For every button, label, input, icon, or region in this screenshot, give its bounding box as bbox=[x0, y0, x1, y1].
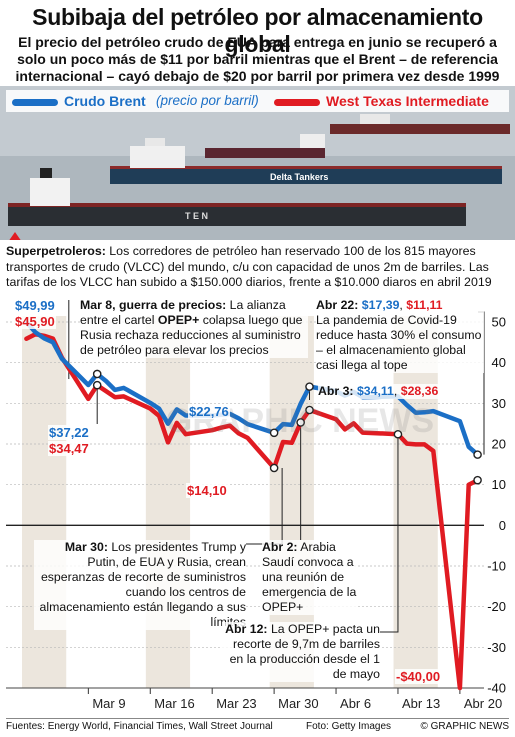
legend-brent-label: Crudo Brent bbox=[64, 93, 146, 109]
annotation-mar8-text: La alianza entre el cartel bbox=[80, 298, 286, 327]
label-wti-start: $45,90 bbox=[14, 314, 56, 329]
x-tick-label: Mar 9 bbox=[92, 696, 125, 711]
annotation-apr22-wti: $11,11 bbox=[406, 298, 443, 312]
point-brent-apr22 bbox=[473, 450, 482, 459]
point-wti-mar10 bbox=[92, 380, 102, 390]
annotation-mar8-bold: OPEP+ bbox=[157, 313, 200, 327]
week-band-1 bbox=[145, 316, 191, 688]
footer-credit: © GRAPHIC NEWS bbox=[420, 721, 510, 732]
footer-photo-credit: Foto: Getty Images bbox=[306, 721, 392, 732]
y-tick-label: -20 bbox=[487, 599, 506, 614]
tanker-photo: Delta Tankers T E N Crudo Brent (precio … bbox=[0, 86, 515, 240]
annotation-apr22-text: La pandemia de Covid-19 reduce hasta 30%… bbox=[316, 313, 482, 372]
annotation-apr22-brent: $17,39 bbox=[361, 298, 400, 312]
annotation-apr12-head: Abr 12: bbox=[225, 622, 268, 636]
legend: Crudo Brent (precio por barril) West Tex… bbox=[6, 90, 509, 112]
week-band-0 bbox=[22, 316, 67, 688]
x-tick-label: Abr 13 bbox=[402, 696, 440, 711]
subtitle: El precio del petróleo crudo de EUA para… bbox=[15, 34, 500, 84]
annotation-mar8: Mar 8, guerra de precios: La alianza ent… bbox=[80, 298, 308, 358]
label-wti-mar30: $14,10 bbox=[186, 483, 228, 498]
point-wti-apr3 bbox=[305, 405, 314, 415]
y-tick-label: 50 bbox=[492, 315, 506, 330]
caption-text: Los corredores de petróleo han reservado… bbox=[6, 244, 492, 289]
y-tick-label: 30 bbox=[492, 396, 506, 411]
point-brent-mar30 bbox=[269, 428, 279, 438]
y-tick-label: -10 bbox=[487, 559, 506, 574]
ship-label-2: T E N bbox=[185, 211, 208, 221]
x-tick-label: Mar 16 bbox=[154, 696, 194, 711]
annotation-apr3-brent: $34,11 bbox=[356, 384, 394, 398]
footer-sources: Fuentes: Energy World, Financial Times, … bbox=[6, 721, 273, 732]
annotation-apr22-head: Abr 22: bbox=[316, 298, 359, 312]
legend-brent-swatch bbox=[12, 99, 58, 106]
point-wti-apr2 bbox=[296, 418, 305, 427]
page-title: Subibaja del petróleo por almacenamiento… bbox=[32, 4, 483, 57]
y-tick-label: 0 bbox=[499, 518, 506, 533]
leader-apr12 bbox=[380, 434, 399, 633]
x-tick-label: Mar 30 bbox=[278, 696, 318, 711]
annotation-mar30: Mar 30: Los presidentes Trump y Putin, d… bbox=[34, 540, 246, 630]
annotation-apr3: Abr 3: $34,11, $28,36 bbox=[318, 384, 478, 399]
label-brent-mar10: $37,22 bbox=[48, 425, 90, 440]
annotation-apr12-text: La OPEP+ pacta un recorte de 9,7m de bar… bbox=[229, 622, 380, 681]
y-tick-label: -30 bbox=[487, 640, 506, 655]
footer: Fuentes: Energy World, Financial Times, … bbox=[6, 718, 509, 737]
point-brent-apr3 bbox=[305, 382, 314, 391]
annotation-apr2-head: Abr 2: bbox=[262, 540, 298, 554]
legend-brent-note: (precio por barril) bbox=[156, 93, 259, 108]
annotation-mar30-head: Mar 30: bbox=[64, 540, 108, 554]
y-tick-label: -40 bbox=[487, 681, 506, 696]
annotation-apr3-head: Abr 3: bbox=[318, 384, 354, 398]
x-tick-label: Abr 20 bbox=[464, 696, 502, 711]
x-tick-label: Mar 23 bbox=[216, 696, 256, 711]
ship-label: Delta Tankers bbox=[270, 172, 328, 182]
week-band-3 bbox=[393, 316, 438, 688]
chart-area: 50 40 30 20 10 0 -10 -20 -30 -40 Mar 9 Mar 16 Mar 2… bbox=[0, 292, 515, 716]
caption-lead: Superpetroleros: bbox=[6, 244, 106, 258]
label-brent-start: $49,99 bbox=[14, 298, 56, 313]
annotation-mar8-head: Mar 8, guerra de precios: bbox=[80, 298, 227, 312]
annotation-apr12: Abr 12: La OPEP+ pacta un recorte de 9,7… bbox=[222, 622, 380, 682]
x-tick-label: Abr 6 bbox=[340, 696, 371, 711]
caption: Superpetroleros: Los corredores de petró… bbox=[6, 244, 509, 291]
pointer-triangle-icon bbox=[9, 232, 21, 240]
annotation-apr3-wti: $28,36 bbox=[400, 384, 439, 398]
legend-wti-label: West Texas Intermediate bbox=[326, 93, 489, 109]
point-wti-mar30 bbox=[269, 463, 279, 473]
label-brent-mar30: $22,76 bbox=[188, 404, 230, 419]
point-wti-apr22 bbox=[473, 475, 482, 485]
annotation-apr2-text: Arabia Saudí convoca a una reunión de em… bbox=[262, 540, 357, 614]
annotation-apr2: Abr 2: Arabia Saudí convoca a una reunió… bbox=[262, 540, 358, 615]
point-brent-mar10 bbox=[92, 369, 102, 379]
label-wti-apr20: -$40,00 bbox=[395, 669, 442, 684]
legend-wti-swatch bbox=[274, 99, 320, 106]
annotation-mar8-text2: colapsa luego que Rusia rechaza reduccio… bbox=[80, 313, 303, 357]
label-wti-mar10: $34,47 bbox=[48, 441, 90, 456]
y-tick-label: 20 bbox=[492, 437, 506, 452]
point-wti-apr13 bbox=[393, 429, 403, 439]
y-tick-label: 10 bbox=[492, 477, 506, 492]
annotation-apr22: Abr 22: $17,39, $11,11 La pandemia de Cov… bbox=[316, 298, 484, 373]
y-tick-label: 40 bbox=[492, 355, 506, 370]
